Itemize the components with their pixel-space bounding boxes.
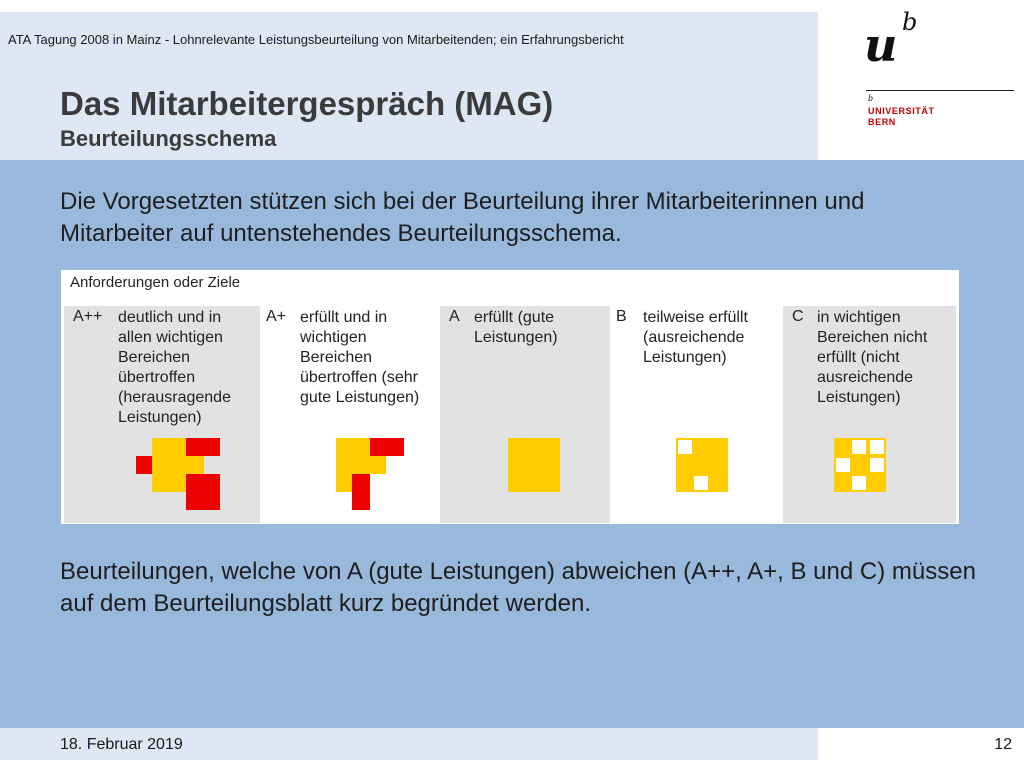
logo-b-mark: b: [902, 8, 918, 36]
header-band: ATA Tagung 2008 in Mainz - Lohnrelevante…: [0, 12, 818, 160]
pattern-square-yellow: [336, 456, 386, 474]
logo-u-mark: u: [864, 18, 898, 72]
page-title: Das Mitarbeitergespräch (MAG): [60, 85, 554, 122]
pattern-square-white: [852, 476, 866, 490]
rating-code: A++: [73, 308, 103, 325]
intro-text: Die Vorgesetzten stützen sich bei der Be…: [60, 188, 865, 247]
pattern-square-red: [352, 474, 370, 510]
schema-column-c: C in wichtigen Bereichen nicht erfüllt (…: [783, 306, 956, 523]
university-logo: u b b UNIVERSITÄT BERN: [862, 10, 1018, 135]
pattern-square-yellow: [152, 438, 186, 456]
rating-code: A+: [266, 308, 287, 325]
schema-heading: Anforderungen oder Ziele: [70, 274, 241, 291]
pattern-square-yellow: [508, 438, 560, 492]
page-subtitle: Beurteilungsschema: [60, 126, 277, 151]
rating-code: B: [616, 308, 627, 325]
note-text: Beurteilungen, welche von A (gute Leistu…: [60, 558, 976, 617]
conference-line: ATA Tagung 2008 in Mainz - Lohnrelevante…: [8, 32, 624, 47]
footer-date: 18. Februar 2019: [60, 736, 183, 753]
footer: 18. Februar 2019 12: [0, 728, 1024, 760]
logo-city: BERN: [868, 117, 896, 127]
pattern-square-red: [370, 438, 404, 456]
pattern-square-yellow: [152, 456, 204, 474]
pattern-square-yellow: [152, 474, 186, 492]
pattern-square-white: [852, 440, 866, 454]
rating-description: erfüllt und in wichtigen Bereichen übert…: [300, 309, 420, 406]
schema-column-a-plus: A+ erfüllt und in wichtigen Bereichen üb…: [260, 306, 440, 523]
schema-column-a: A erfüllt (gute Leistungen): [440, 306, 610, 523]
rating-code: C: [792, 308, 804, 325]
rating-pattern-c: [834, 438, 886, 492]
rating-code: A: [449, 308, 460, 325]
pattern-square-white: [694, 476, 708, 490]
schema-column-a-plus-plus: A++ deutlich und in allen wichtigen Bere…: [64, 306, 260, 523]
pattern-square-red: [186, 474, 220, 510]
logo-small-b: b: [868, 94, 874, 103]
rating-schema: Anforderungen oder Ziele A++ deutlich un…: [61, 270, 959, 524]
rating-pattern-a-plus-plus: [136, 438, 222, 510]
rating-description: in wichtigen Bereichen nicht erfüllt (ni…: [817, 309, 928, 406]
logo-rule: [866, 90, 1014, 91]
pattern-square-white: [870, 458, 884, 472]
pattern-square-white: [836, 458, 850, 472]
rating-description: deutlich und in allen wichtigen Bereiche…: [118, 309, 231, 426]
page-number: 12: [994, 736, 1012, 753]
pattern-square-white: [678, 440, 692, 454]
rating-description: erfüllt (gute Leistungen): [474, 309, 558, 346]
rating-pattern-a-plus: [336, 438, 404, 510]
rating-description: teilweise erfüllt (ausreichende Leistung…: [643, 309, 748, 366]
rating-pattern-b: [676, 438, 728, 492]
pattern-square-yellow: [336, 474, 352, 492]
rating-pattern-a: [508, 438, 560, 492]
logo-university: UNIVERSITÄT: [868, 106, 935, 116]
pattern-square-white: [870, 440, 884, 454]
schema-column-b: B teilweise erfüllt (ausreichende Leistu…: [610, 306, 783, 523]
footer-band: [0, 728, 818, 760]
pattern-square-yellow: [336, 438, 370, 456]
pattern-square-red: [186, 438, 220, 456]
content-area: Die Vorgesetzten stützen sich bei der Be…: [0, 160, 1024, 728]
